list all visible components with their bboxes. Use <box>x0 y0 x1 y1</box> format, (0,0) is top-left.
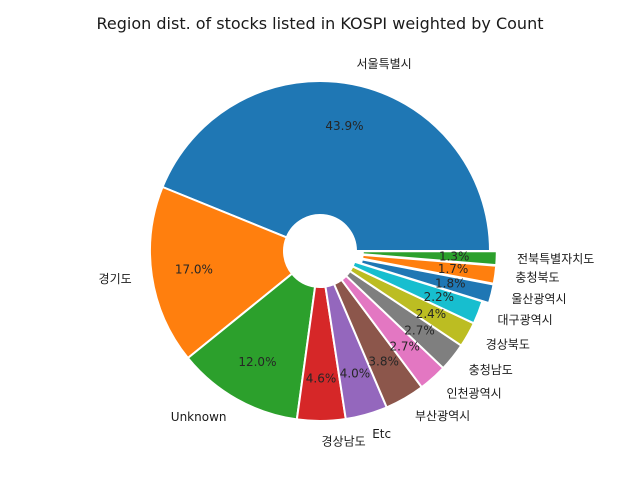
chart-title: Region dist. of stocks listed in KOSPI w… <box>97 14 544 33</box>
slice-category-label: 전북특별자치도 <box>517 252 594 266</box>
slice-percent-label: 4.6% <box>306 371 337 385</box>
slice-region <box>351 260 484 325</box>
slice-category-label: Etc <box>372 427 391 441</box>
slice-category-label: 부산광역시 <box>415 409 470 423</box>
slice-percent-label: 2.4% <box>416 307 447 321</box>
slice-percent-label: 4.0% <box>340 367 371 381</box>
slice-category-label: 경상북도 <box>486 338 530 352</box>
slice-category-label: 충청북도 <box>515 271 559 285</box>
slice-percent-label: 12.0% <box>238 355 276 369</box>
slice-unknown <box>186 272 317 421</box>
slice-percent-label: 2.2% <box>424 290 455 304</box>
slice-category-label: 경기도 <box>99 272 132 286</box>
slice-category-label: 대구광역시 <box>497 313 552 327</box>
slice-percent-label: 3.8% <box>368 354 399 368</box>
slice-region <box>361 250 498 267</box>
slice-region <box>149 185 294 360</box>
slice-percent-label: 43.9% <box>325 119 363 133</box>
slice-category-label: 경상남도 <box>321 434 365 448</box>
slice-percent-label: 17.0% <box>175 263 213 277</box>
slice-category-label: 서울특별시 <box>357 57 412 71</box>
slice-category-label: Unknown <box>171 410 227 424</box>
slice-percent-label: 1.7% <box>438 262 469 276</box>
slice-percent-label: 1.3% <box>439 249 470 263</box>
pie-labels: 43.9% 서울특별시 17.0% 경기도 12.0% Unknown 4.6% 경상남도 4.… <box>99 57 595 448</box>
slice-percent-label: 1.8% <box>435 277 466 291</box>
slice-category-label: 울산광역시 <box>511 292 566 306</box>
slice-percent-label: 2.7% <box>389 339 420 353</box>
slice-percent-label: 2.7% <box>404 324 435 338</box>
slice-category-label: 충청남도 <box>469 363 513 377</box>
pie-slices <box>149 80 498 422</box>
slice-category-label: 인천광역시 <box>446 385 501 400</box>
slice-region <box>161 80 491 252</box>
